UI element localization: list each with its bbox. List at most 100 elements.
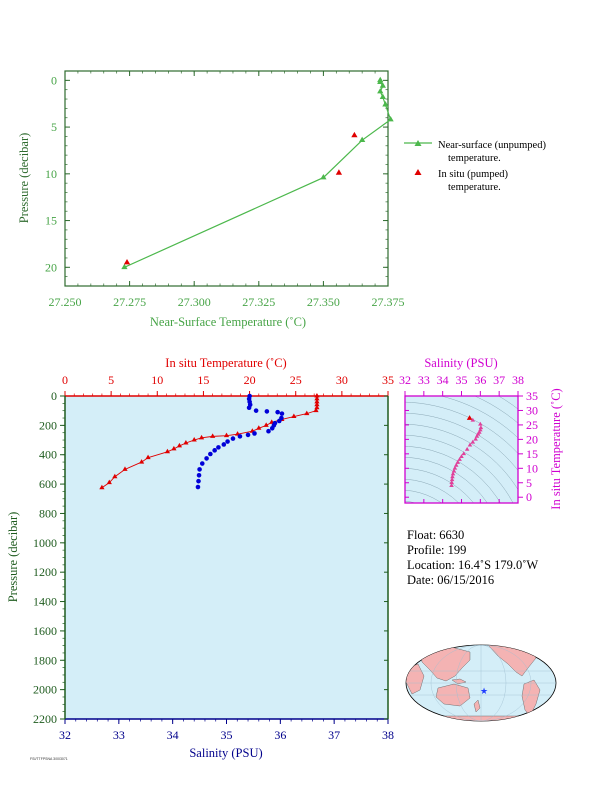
float-info: Float: 6630 Profile: 199 Location: 16.4˚… — [407, 528, 538, 588]
ts-y-tick-label: 25 — [526, 418, 538, 432]
salinity-point — [199, 461, 205, 466]
temp-tick-label: 5 — [108, 373, 114, 387]
in-situ-point — [351, 131, 358, 138]
float-location-marker-icon: ★ — [480, 686, 488, 696]
ts-x-axis-label: Salinity (PSU) — [424, 356, 497, 370]
temperature-point — [314, 393, 320, 398]
salinity-point — [212, 448, 217, 453]
temp-tick-label: 15 — [197, 373, 209, 387]
in-situ-point — [335, 169, 343, 175]
salinity-point — [225, 439, 230, 444]
legend-near-surface-label-2: temperature. — [448, 153, 501, 164]
top-x-tick-label: 27.300 — [178, 295, 211, 309]
ts-y-tick-label: 20 — [526, 432, 538, 446]
salinity-point — [196, 472, 202, 478]
ts-point — [450, 474, 455, 479]
ts-point — [470, 439, 476, 444]
ts-point — [457, 457, 462, 461]
near-surface-chart: 27.250 27.275 27.300 27.325 27.350 27.375 0 5 1… — [17, 70, 546, 329]
profile-number: Profile: 199 — [407, 543, 467, 557]
near-surface-point — [320, 173, 327, 180]
pressure-tick-label: 1600 — [33, 624, 57, 638]
ts-y-tick-label: 35 — [526, 389, 538, 403]
temp-tick-label: 20 — [244, 373, 256, 387]
map-land-greenland — [547, 647, 556, 663]
salinity-point — [195, 484, 201, 490]
near-surface-point — [359, 136, 366, 142]
in-situ-point — [123, 259, 131, 265]
salinity-point — [196, 478, 201, 484]
temperature-point — [164, 448, 171, 454]
salinity-tick-label: 36 — [274, 728, 286, 742]
ts-density-contour — [405, 423, 518, 491]
temperature-point — [313, 407, 319, 413]
top-x-tick-label: 27.325 — [242, 295, 275, 309]
map-land-new-zealand — [473, 699, 481, 713]
near-surface-point — [121, 263, 128, 270]
near-surface-point — [379, 93, 386, 99]
temperature-point — [99, 484, 105, 490]
profile-plot-area — [65, 396, 388, 719]
salinity-point — [269, 426, 275, 431]
ts-point — [449, 483, 454, 487]
map-land-south-america — [521, 679, 541, 717]
temperature-point — [314, 395, 320, 401]
ts-point — [450, 471, 456, 476]
top-x-tick-label: 27.275 — [113, 295, 146, 309]
top-plot-frame — [64, 70, 389, 287]
ts-density-contour — [405, 412, 518, 471]
top-x-tick-label: 27.350 — [307, 295, 340, 309]
ts-y-axis-label: In situ Temperature (˚C) — [549, 388, 563, 509]
pressure-tick-label: 600 — [39, 477, 57, 491]
profile-date: Date: 06/15/2016 — [407, 573, 495, 587]
near-surface-point — [379, 82, 386, 88]
profile-ticks: 0 5 10 15 20 25 30 35 32 33 34 35 36 37 38 0 200 400 600 80… — [33, 373, 394, 742]
pressure-tick-label: 0 — [51, 389, 57, 403]
ts-x-tick-label: 36 — [474, 373, 486, 387]
ts-point — [464, 446, 470, 451]
ts-point — [455, 459, 460, 464]
location-map: ★ — [405, 644, 557, 722]
salinity-point — [208, 451, 213, 457]
ts-point — [449, 480, 454, 485]
temperature-point — [145, 454, 151, 460]
ts-points — [449, 415, 484, 487]
salinity-point — [197, 467, 202, 472]
temp-axis-label: In situ Temperature (˚C) — [165, 356, 286, 370]
salinity-point — [221, 442, 227, 447]
temperature-point — [112, 473, 118, 479]
pressure-tick-label: 1200 — [33, 565, 57, 579]
ts-point — [478, 425, 484, 430]
temp-tick-label: 0 — [62, 373, 68, 387]
ts-point — [467, 442, 473, 447]
ts-point — [449, 477, 455, 482]
salinity-point — [253, 408, 259, 413]
near-surface-point — [377, 87, 384, 94]
ts-x-tick-label: 32 — [399, 373, 411, 387]
ts-density-contour — [405, 467, 474, 503]
temp-tick-label: 25 — [290, 373, 302, 387]
top-y-tick-label: 5 — [51, 120, 57, 134]
legend-in-situ-label-2: temperature. — [448, 182, 501, 193]
ts-point — [461, 451, 467, 456]
top-x-tick-label: 27.375 — [372, 295, 405, 309]
pressure-tick-label: 2000 — [33, 683, 57, 697]
temperature-point — [183, 439, 189, 445]
pressure-tick-label: 400 — [39, 448, 57, 462]
float-location: Location: 16.4˚S 179.0˚W — [407, 558, 539, 572]
pressure-tick-label: 800 — [39, 506, 57, 520]
temperature-point — [122, 466, 128, 471]
pressure-tick-label: 1400 — [33, 595, 57, 609]
salinity-tick-label: 32 — [59, 728, 71, 742]
top-x-axis-label: Near-Surface Temperature (˚C) — [150, 315, 306, 329]
temperature-point — [223, 432, 230, 438]
salinity-tick-label: 33 — [113, 728, 125, 742]
salinity-point — [252, 431, 257, 436]
temperature-point — [291, 413, 297, 419]
salinity-point — [275, 409, 280, 415]
temp-tick-label: 10 — [151, 373, 163, 387]
temp-tick-label: 30 — [336, 373, 348, 387]
temperature-point — [314, 404, 320, 410]
